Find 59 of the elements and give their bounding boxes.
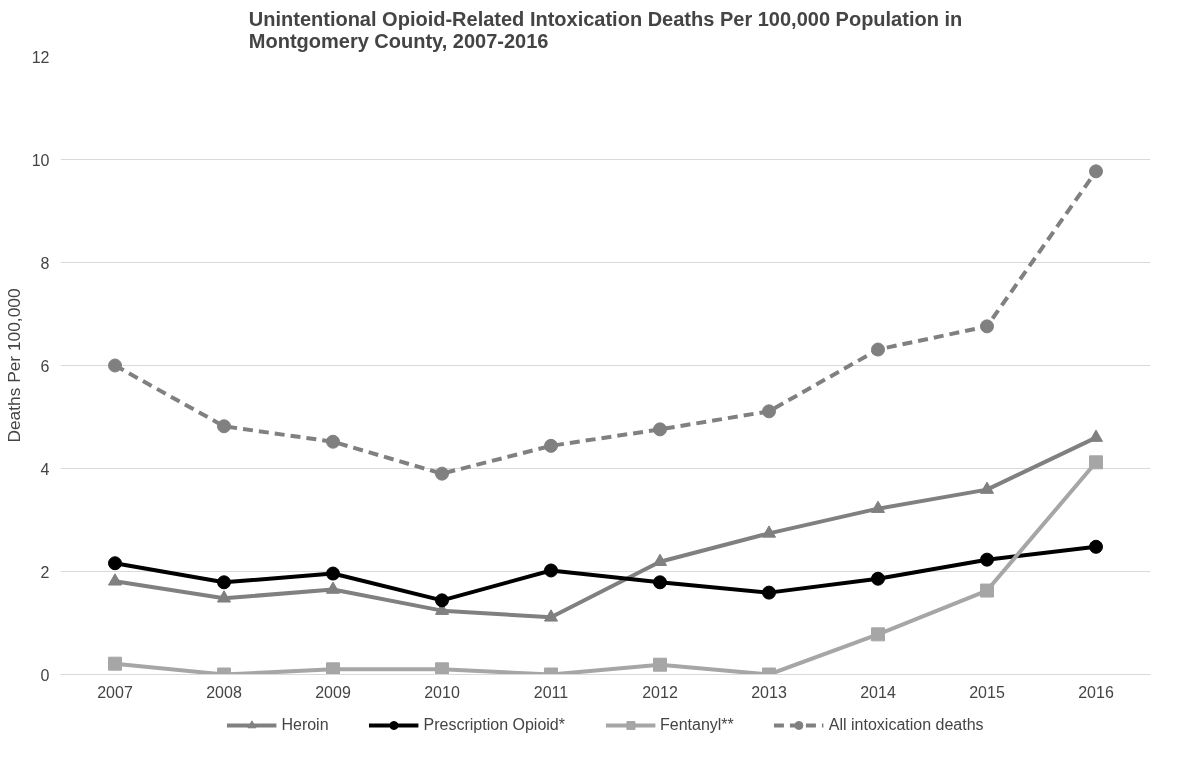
x-tick-label: 2016 [1078,683,1114,701]
point [762,585,776,600]
y-axis-title: Deaths Per 100,000 [3,288,24,443]
point [1089,455,1103,470]
x-tick-label: 2013 [751,683,787,701]
x-tick-label: 2012 [642,683,678,701]
point [217,590,231,603]
y-tick-label: 8 [40,254,50,272]
x-tick-label: 2009 [315,683,351,701]
point [871,571,885,586]
point [326,662,340,675]
x-tick-label: 2008 [206,683,242,701]
point [980,583,994,598]
point [108,656,122,671]
point [653,553,667,566]
y-tick-label: 4 [40,460,50,478]
point [217,575,231,590]
point [762,404,776,419]
legend-label: Fentanyl** [659,716,734,734]
point [326,566,340,581]
legend-label: Prescription Opioid* [423,716,565,734]
legend-label: Heroin [281,716,329,734]
point [108,358,122,373]
x-tick-label: 2010 [424,683,460,701]
point [980,552,994,567]
point [1089,429,1103,442]
x-tick-label: 2007 [97,683,133,701]
point [653,422,667,437]
point [762,525,776,538]
point [1089,164,1103,179]
point [980,319,994,334]
x-tick-label: 2015 [969,683,1005,701]
point [435,466,449,481]
point [435,662,449,675]
point [1089,539,1103,554]
y-tick-label: 6 [40,357,50,375]
y-tick-label: 0 [40,666,50,684]
point [326,581,340,594]
point [544,563,558,578]
point [108,573,122,586]
point [653,657,667,672]
y-tick-label: 12 [31,48,50,66]
chart-title: Unintentional Opioid-Related Intoxication Deaths Per 100,000 Population in Montgomery County, 2007-2016 [248,7,963,52]
x-tick-label: 2011 [533,683,569,701]
point [871,627,885,642]
point [653,575,667,590]
point [544,609,558,622]
x-tick-label: 2014 [860,683,896,701]
point [326,434,340,449]
point [544,438,558,453]
y-tick-label: 2 [40,563,50,581]
legend-label: All intoxication deaths [828,716,984,734]
point [980,481,994,494]
point [871,342,885,357]
point [871,500,885,513]
point [217,419,231,434]
y-tick-label: 10 [31,151,50,169]
point [435,593,449,608]
point [108,556,122,571]
